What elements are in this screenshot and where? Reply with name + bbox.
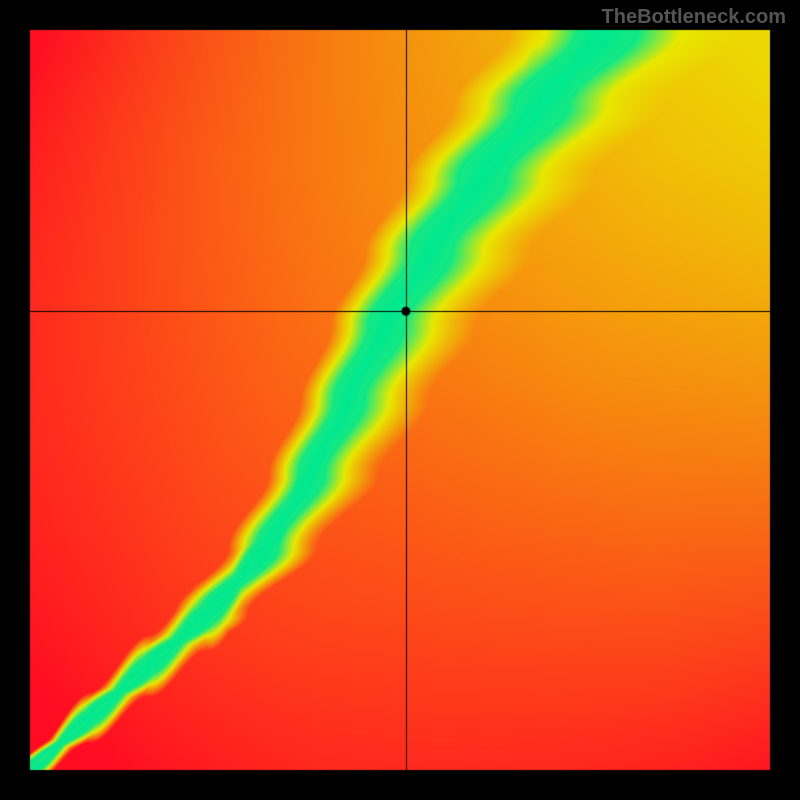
watermark-text: TheBottleneck.com [602,6,786,29]
chart-container: TheBottleneck.com [0,0,800,800]
heatmap-canvas [0,0,800,800]
